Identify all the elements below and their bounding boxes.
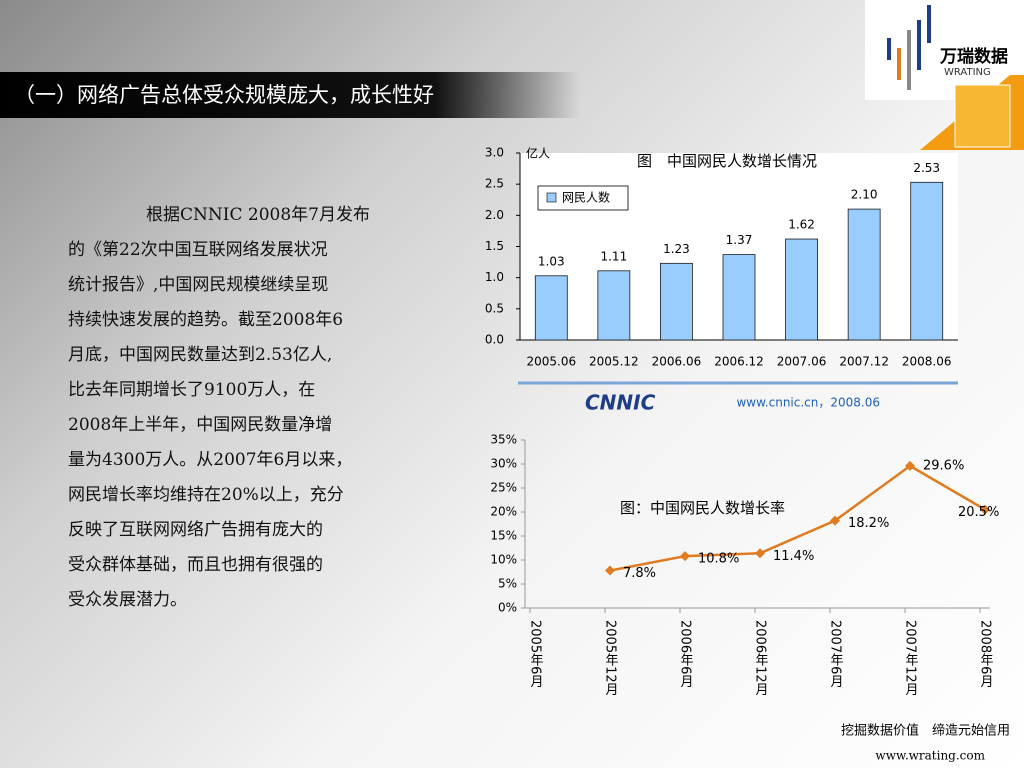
value-label: 2.10 [851,188,878,202]
body-line: 2008年上半年，中国网民数量净增 [68,415,333,435]
x-tick-label: 2006.12 [714,355,764,369]
logo-bar [907,30,911,90]
y-tick-label: 15% [490,529,517,543]
value-label: 1.03 [538,254,565,268]
value-label: 7.8% [623,566,656,581]
x-tick-label: 2006年12月 [753,620,769,697]
slide-title: （一）网络广告总体受众规模庞大，成长性好 [0,72,580,118]
bar [847,208,881,341]
y-tick-label: 5% [498,577,517,591]
point [680,551,690,562]
x-tick-label: 2007年6月 [828,620,844,689]
y-axis-label: 亿人 [526,146,550,161]
y-tick-label: 2.5 [485,177,504,191]
y-tick-label: 30% [490,457,517,471]
logo-bar [917,20,921,70]
y-tick-label: 25% [490,481,517,495]
value-label: 18.2% [848,516,889,531]
body-line: 网民增长率均维持在20%以上，充分 [68,485,344,505]
chart-title: 图：中国网民人数增长率 [620,499,786,517]
bar [722,254,756,341]
source-text: www.cnnic.cn，2008.06 [736,396,880,410]
logo-bar [897,48,901,80]
bar [534,275,568,341]
value-label: 2.53 [913,161,940,175]
x-tick-label: 2005.06 [526,355,576,369]
x-tick-label: 2008.06 [902,355,952,369]
bar [785,238,818,341]
logo-name: 万瑞数据 [939,46,1008,67]
x-tick-label: 2007年12月 [903,620,919,697]
value-label: 10.8% [698,552,739,567]
bar [910,181,944,341]
bar [597,270,631,341]
y-tick-label: 3.0 [485,146,504,160]
y-tick-label: 20% [490,505,517,519]
body-line: 比去年同期增长了9100万人，在 [68,380,316,400]
value-label: 11.4% [773,549,814,564]
chart-title: 图 中国网民人数增长情况 [637,152,818,170]
logo-bar [927,5,931,43]
y-tick-label: 1.5 [485,239,504,253]
legend-swatch [546,192,557,203]
body-line: 受众发展潜力。 [68,590,187,610]
y-tick-label: 10% [490,553,517,567]
value-label: 20.5% [958,505,999,520]
point [980,504,990,515]
y-tick-label: 35% [490,433,517,447]
point [905,460,915,471]
logo-sub: WRATING [944,67,991,78]
body-line: 的《第22次中国互联网络发展状况 [68,240,328,260]
x-tick-label: 2005.12 [589,355,639,369]
footer-slogan: 挖掘数据价值 缔造元始信用 [841,723,1010,739]
point [755,548,765,559]
bar [660,262,693,341]
y-tick-label: 2.0 [485,208,504,222]
source-logo: CNNIC [585,391,656,415]
point [605,565,615,576]
body-line: 月底，中国网民数量达到2.53亿人, [68,345,333,365]
body-line: 持续快速发展的趋势。截至2008年6 [68,310,344,330]
x-tick-label: 2005年12月 [603,620,619,697]
logo-bar [887,38,891,60]
value-label: 1.62 [788,218,815,232]
x-tick-label: 2008年6月 [978,620,994,689]
value-label: 1.37 [726,233,753,247]
value-label: 1.11 [600,249,627,263]
body-line: 根据CNNIC 2008年7月发布 [146,205,370,225]
value-label: 1.23 [663,242,690,256]
y-tick-label: 0.5 [485,301,504,315]
deco-box [954,84,1011,148]
value-label: 29.6% [923,458,964,473]
y-tick-label: 1.0 [485,270,504,284]
y-tick-label: 0% [498,601,517,615]
x-tick-label: 2007.06 [777,355,827,369]
x-tick-label: 2007.12 [839,355,889,369]
point [830,515,840,526]
x-tick-label: 2005年6月 [528,620,544,689]
body-line: 量为4300万人。从2007年6月以来， [68,450,353,470]
body-line: 受众群体基础，而且也拥有很强的 [68,555,323,575]
line [609,464,986,572]
body-text: 根据CNNIC 2008年7月发布的《第22次中国互联网络发展状况 统计报告》,中… [68,198,428,618]
y-tick-label: 0.0 [485,333,504,347]
legend-label: 网民人数 [562,190,610,205]
body-line: 反映了互联网网络广告拥有庞大的 [68,520,323,540]
logo-bg [865,0,1024,100]
x-tick-label: 2006年6月 [678,620,694,689]
x-tick-label: 2006.06 [652,355,702,369]
body-line: 统计报告》,中国网民规模继续呈现 [68,275,329,295]
footer-url: www.wrating.com [875,749,985,763]
